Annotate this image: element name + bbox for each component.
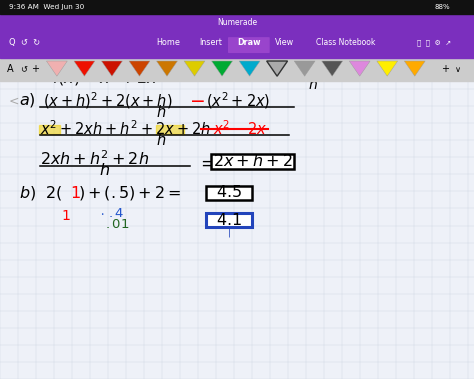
- Text: $h$: $h$: [156, 132, 166, 148]
- Text: 9:36 AM  Wed Jun 30: 9:36 AM Wed Jun 30: [9, 4, 85, 10]
- Text: $4.5$: $4.5$: [216, 185, 242, 201]
- Text: $(x+h)^2 +2(x+h)$: $(x+h)^2 +2(x+h)$: [43, 90, 173, 111]
- Text: +: +: [31, 64, 39, 74]
- Text: $.4$: $.4$: [108, 207, 125, 220]
- Text: $\bullet$: $\bullet$: [100, 211, 105, 216]
- Text: $1$: $1$: [70, 185, 81, 202]
- Text: $-$: $-$: [189, 91, 205, 110]
- Text: Class Notebook: Class Notebook: [316, 38, 376, 47]
- Text: Q  ↺  ↻: Q ↺ ↻: [9, 38, 41, 47]
- Polygon shape: [101, 61, 122, 76]
- Polygon shape: [156, 61, 177, 76]
- Text: $.01$: $.01$: [105, 218, 130, 231]
- Text: 🔔  📋  ⚙  ↗: 🔔 📋 ⚙ ↗: [417, 39, 451, 46]
- Polygon shape: [46, 61, 67, 76]
- Text: $(x^2+2x)$: $(x^2+2x)$: [206, 90, 271, 111]
- Polygon shape: [267, 61, 288, 76]
- Bar: [0, 14, 474, 58]
- Polygon shape: [184, 61, 205, 76]
- Text: Numerade: Numerade: [217, 18, 257, 27]
- FancyBboxPatch shape: [228, 37, 270, 53]
- Polygon shape: [74, 61, 95, 76]
- Bar: [0, 81, 474, 379]
- Text: 88%: 88%: [435, 4, 450, 10]
- Polygon shape: [267, 61, 288, 76]
- Text: View: View: [275, 38, 294, 47]
- Polygon shape: [129, 61, 150, 76]
- Text: $2x+h +2$: $2x+h +2$: [213, 153, 292, 170]
- Polygon shape: [239, 61, 260, 76]
- Text: $) +(.5) +2 =$: $) +(.5) +2 =$: [78, 184, 182, 202]
- Text: Home: Home: [156, 38, 180, 47]
- Text: $=$: $=$: [197, 155, 215, 171]
- Text: A: A: [7, 64, 14, 74]
- Text: $h$: $h$: [99, 162, 110, 179]
- Polygon shape: [349, 61, 370, 76]
- Text: $h$: $h$: [156, 104, 166, 120]
- Text: $h$: $h$: [308, 77, 318, 92]
- Text: ∨: ∨: [455, 65, 461, 74]
- Text: $x^2+2xh +h^2+2x+2h$: $x^2+2xh +h^2+2x+2h$: [40, 119, 211, 138]
- Text: $2($: $2($: [45, 184, 62, 202]
- Bar: [206, 186, 252, 200]
- Bar: [206, 213, 252, 227]
- Text: ↺: ↺: [20, 65, 27, 74]
- Text: Insert: Insert: [200, 38, 222, 47]
- Text: Draw: Draw: [237, 38, 261, 47]
- Bar: [0, 58, 474, 81]
- Text: $1$: $1$: [61, 209, 70, 223]
- Polygon shape: [294, 61, 315, 76]
- Bar: [156, 125, 184, 134]
- Text: $f(x+h) - f(x)$: $f(x+h) - f(x)$: [277, 64, 369, 80]
- Bar: [211, 154, 294, 169]
- Text: $|$: $|$: [227, 225, 231, 239]
- Bar: [39, 125, 60, 134]
- Polygon shape: [404, 61, 425, 76]
- Polygon shape: [322, 61, 343, 76]
- Text: $b)$: $b)$: [19, 184, 36, 202]
- Text: +: +: [441, 64, 449, 74]
- Text: $4.1$: $4.1$: [216, 212, 242, 229]
- Text: $2xh+h^2+2h$: $2xh+h^2+2h$: [40, 150, 149, 169]
- Polygon shape: [377, 61, 398, 76]
- Polygon shape: [211, 61, 232, 76]
- Bar: [0, 0, 474, 14]
- Text: $f(x)= x^2+2x$: $f(x)= x^2+2x$: [52, 67, 159, 88]
- Text: <: <: [9, 95, 19, 108]
- Text: $-x^2-2x$: $-x^2-2x$: [201, 119, 268, 138]
- Text: $a)$: $a)$: [19, 91, 36, 110]
